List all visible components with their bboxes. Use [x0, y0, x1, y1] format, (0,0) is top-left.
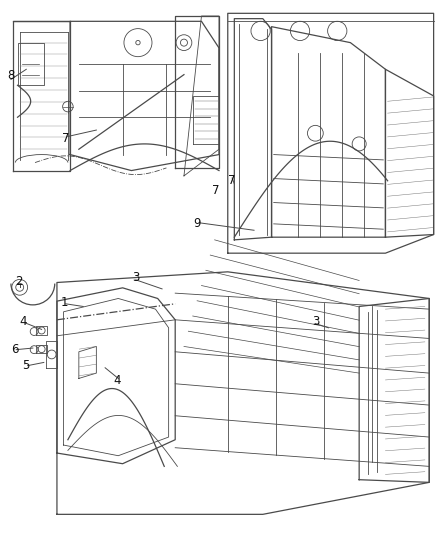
Text: 1: 1: [61, 296, 69, 309]
Text: 7: 7: [228, 174, 236, 187]
Text: 5: 5: [22, 359, 29, 372]
Text: 9: 9: [193, 217, 201, 230]
Text: 7: 7: [62, 132, 70, 145]
Text: 4: 4: [19, 316, 27, 328]
Text: 2: 2: [15, 275, 23, 288]
Text: 3: 3: [132, 271, 139, 284]
Text: 8: 8: [7, 69, 14, 82]
Text: 6: 6: [11, 343, 18, 356]
Text: 3: 3: [312, 316, 319, 328]
Text: 7: 7: [212, 184, 219, 197]
Text: 4: 4: [113, 374, 121, 386]
